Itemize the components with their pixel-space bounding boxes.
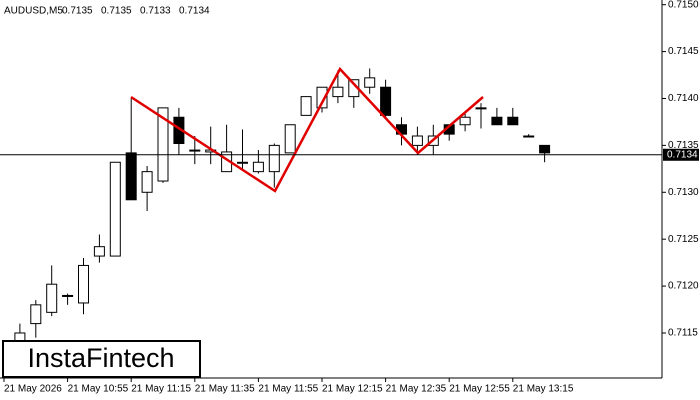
candle-body (237, 161, 248, 164)
x-tick-label: 21 May 11:15 (131, 384, 191, 395)
y-tick-label: 0.7135 (668, 140, 699, 151)
ohlc-value: 0.7133 (140, 6, 171, 17)
candle-body (284, 124, 296, 154)
candle-body (507, 116, 519, 126)
current-price-label: 0.7134 (667, 149, 698, 160)
candle-body (141, 171, 153, 193)
x-tick-label: 21 May 2026 (4, 384, 62, 395)
ohlc-value: 0.7135 (101, 6, 132, 17)
candle-body (109, 161, 121, 257)
x-tick-label: 21 May 12:35 (386, 384, 447, 395)
ohlc-value: 0.7134 (179, 6, 210, 17)
candle-body (252, 161, 264, 173)
y-tick-label: 0.7150 (668, 0, 699, 10)
candle-body (411, 135, 423, 146)
candle-body (380, 86, 392, 116)
x-tick-label: 21 May 12:55 (449, 384, 510, 395)
x-tick-label: 21 May 11:35 (195, 384, 255, 395)
candle-body (189, 149, 201, 152)
y-tick-label: 0.7145 (668, 46, 699, 57)
current-price-box (663, 148, 699, 161)
candle-body (332, 86, 344, 98)
candle-body (93, 246, 105, 257)
candle-body (62, 294, 74, 297)
candle-body (78, 264, 89, 304)
candle-body (268, 144, 280, 173)
candle-body (46, 283, 58, 313)
y-tick-label: 0.7130 (668, 187, 699, 198)
x-tick-label: 21 May 10:55 (68, 384, 129, 395)
candle-body (475, 107, 487, 110)
pattern-line (130, 66, 484, 193)
candle-body (539, 144, 551, 154)
ohlc-value: 0.7135 (62, 6, 93, 17)
y-tick-label: 0.7115 (668, 328, 698, 339)
y-tick-label: 0.7140 (668, 93, 699, 104)
ohlc-readout: 0.7135 0.7135 0.7133 0.7134 (62, 6, 210, 17)
candle-body (300, 96, 312, 116)
symbol-label: AUDUSD,M5 (4, 6, 63, 17)
y-tick-label: 0.7125 (668, 234, 699, 245)
candle-body (364, 77, 376, 88)
watermark: InstaFintech (27, 343, 174, 373)
watermark-box (2, 340, 201, 378)
x-tick-label: 21 May 13:15 (513, 384, 574, 395)
y-tick-label: 0.7120 (668, 281, 699, 292)
x-tick-label: 21 May 11:55 (258, 384, 318, 395)
candle-body (157, 107, 169, 182)
x-tick-label: 21 May 12:15 (322, 384, 383, 395)
candle-body (459, 116, 471, 126)
candle-body (491, 116, 503, 126)
candle-body (125, 152, 137, 201)
candle-body (523, 135, 535, 138)
candle-body (316, 86, 328, 109)
candle-body (30, 304, 42, 325)
plot (14, 68, 551, 352)
